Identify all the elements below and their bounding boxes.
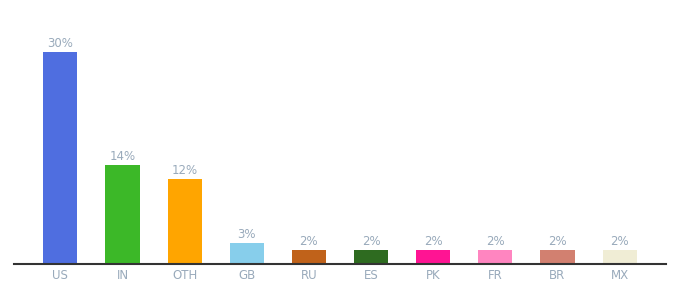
Text: 2%: 2% [424,235,443,248]
Bar [478,250,513,264]
Text: 14%: 14% [109,150,135,163]
Text: 2%: 2% [611,235,629,248]
Text: 3%: 3% [237,228,256,241]
Text: 2%: 2% [300,235,318,248]
Bar [230,243,264,264]
Bar [541,250,575,264]
Bar [167,179,202,264]
Text: 2%: 2% [548,235,567,248]
Text: 30%: 30% [48,37,73,50]
Bar [292,250,326,264]
Bar [416,250,450,264]
Text: 2%: 2% [362,235,380,248]
Bar [602,250,636,264]
Text: 12%: 12% [171,164,198,177]
Bar [44,52,78,264]
Bar [354,250,388,264]
Bar [105,165,139,264]
Text: 2%: 2% [486,235,505,248]
